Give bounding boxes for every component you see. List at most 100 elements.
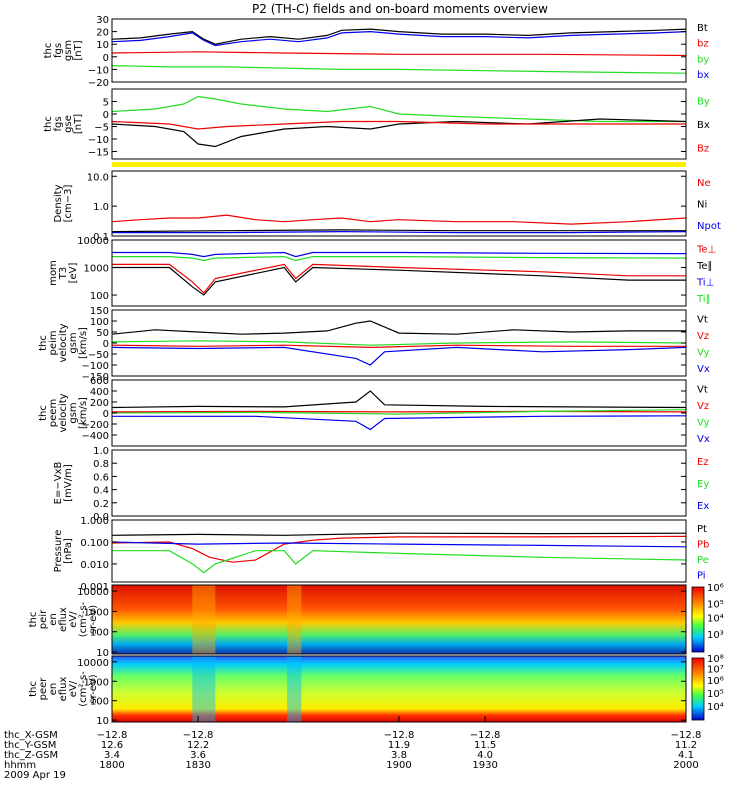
series-by [112, 65, 686, 74]
y-ticks: 1.000 0.100 0.010 0.001 [80, 516, 686, 593]
x-row-label: thc_Z-GSM [4, 750, 58, 761]
legend: Vt Vz Vy Vx [697, 384, 710, 445]
legend: Te⊥ Te∥ Ti⊥ Ti∥ [696, 244, 716, 305]
legend-Ne: Ne [697, 178, 711, 189]
series-Vz [112, 344, 686, 349]
colorbar-label: 10⁶ [707, 676, 724, 687]
figure-title: P2 (TH-C) fields and on-board moments ov… [252, 2, 548, 16]
legend-bx: bx [697, 70, 709, 81]
y-label-line: fgs [53, 43, 64, 58]
legend: Ne Ni Npot [697, 178, 721, 232]
x-tick-label: 3.8 [391, 750, 407, 761]
y-tick-label: 100 [90, 317, 109, 328]
y-label-line: peim [48, 330, 59, 355]
y-tick-label: 400 [90, 387, 109, 398]
x-tick-label: 1900 [386, 760, 411, 771]
x-tick-label: 4.0 [477, 750, 493, 761]
panel-peir-spectrogram: 10⁶ 10⁵ 10⁴ 10³ 10000 1000 100 10 thc peir en eflux… [28, 583, 724, 659]
y-tick-label: 1000 [84, 677, 109, 688]
y-tick-label: −150 [82, 372, 109, 383]
y-label: thc peem velocity gsm [km/s] [38, 393, 89, 432]
y-tick-label: 50 [96, 328, 109, 339]
y-tick-label: −50 [88, 350, 109, 361]
y-ticks: 10000 1000 100 10 [77, 587, 686, 659]
panel-fgs-gse: By Bx Bz 50 −5−10 −15 thc fgs gse [nT] [43, 88, 710, 160]
y-tick-label: 1.000 [80, 516, 109, 527]
legend-Pt: Pt [697, 524, 707, 535]
legend: Ez Ey Ex [697, 457, 709, 512]
y-label: E=−VxB [mV/m] [53, 462, 74, 505]
legend-Vt: Vt [697, 314, 708, 325]
series-Ti∥ [112, 255, 686, 262]
y-tick-label: −10 [88, 65, 109, 76]
y-label-line: eflux [58, 677, 69, 702]
y-label: thc peim velocity gsm [km/s] [38, 323, 89, 362]
legend-Bx: Bx [697, 120, 710, 131]
y-label-line: thc [43, 43, 54, 59]
y-tick-label: 10000 [77, 236, 109, 247]
y-tick-label: 0.6 [93, 472, 109, 483]
legend-Vz: Vz [697, 401, 709, 412]
y-label-line: gsm [63, 40, 74, 61]
y-tick-label: 0 [103, 53, 109, 64]
y-tick-label: 600 [90, 376, 109, 387]
series-Bt [112, 28, 686, 45]
legend-Vt: Vt [697, 384, 708, 395]
y-label-line: fgs [53, 116, 64, 131]
series-bx [112, 30, 686, 47]
y-label-line: [mV/m] [63, 464, 74, 502]
legend-Ti⊥: Ti⊥ [696, 277, 714, 288]
x-tick-label: −12.8 [671, 730, 702, 741]
y-label-line: peir [38, 609, 49, 629]
series-Vt [112, 320, 686, 335]
legend-Ey: Ey [697, 479, 709, 490]
series-Ni [112, 229, 686, 233]
y-ticks: 10000 1000 100 10 [77, 658, 686, 727]
y-label-line: eflux [58, 607, 69, 632]
x-tick-label: −12.8 [183, 730, 214, 741]
y-label-line: thc [43, 116, 54, 132]
y-label-line: [cm−3] [63, 185, 74, 223]
y-label-line: mom [48, 260, 59, 286]
x-tick-label: 2000 [673, 760, 698, 771]
colorbar-label: 10⁶ [707, 583, 724, 594]
y-label-line: [nT] [73, 114, 84, 134]
y-tick-label: 1.0 [93, 202, 109, 213]
series-Te∥ [112, 266, 686, 296]
y-tick-label: 0.4 [93, 486, 109, 497]
colorbar-label: 10⁵ [707, 689, 724, 700]
y-tick-label: 0.2 [93, 499, 109, 510]
y-tick-label: 0 [103, 339, 109, 350]
panel-e-field: Ez Ey Ex 1.0 0.8 0.6 0.4 0.2 0.0 E=−VxB [mV/m] [53, 446, 709, 523]
y-label-line: [nPa] [63, 538, 74, 564]
y-label-line: [nT] [73, 40, 84, 60]
legend-Npot: Npot [697, 221, 721, 232]
legend: Vt Vz Vy Vx [697, 314, 710, 375]
colorbar-bar [691, 586, 705, 653]
legend-Te∥: Te∥ [696, 261, 713, 272]
panel-frame [111, 170, 687, 237]
legend-bz: bz [697, 39, 709, 50]
y-tick-label: 200 [90, 398, 109, 409]
y-tick-label: 0 [103, 110, 109, 121]
y-label-line: gsm [68, 332, 79, 353]
y-tick-label: 10 [96, 40, 109, 51]
y-tick-label: 20 [96, 28, 109, 39]
x-tick-label: 1930 [472, 760, 497, 771]
legend-Bz: Bz [697, 143, 709, 154]
x-tick-label: −12.8 [470, 730, 501, 741]
legend-By: By [697, 97, 710, 108]
series-Bx [112, 118, 686, 148]
series-Vy [112, 409, 686, 415]
y-label-line: peer [38, 677, 49, 701]
series-Npot [112, 230, 686, 234]
x-tick-label: 1800 [99, 760, 124, 771]
y-tick-label: 1000 [84, 264, 109, 275]
